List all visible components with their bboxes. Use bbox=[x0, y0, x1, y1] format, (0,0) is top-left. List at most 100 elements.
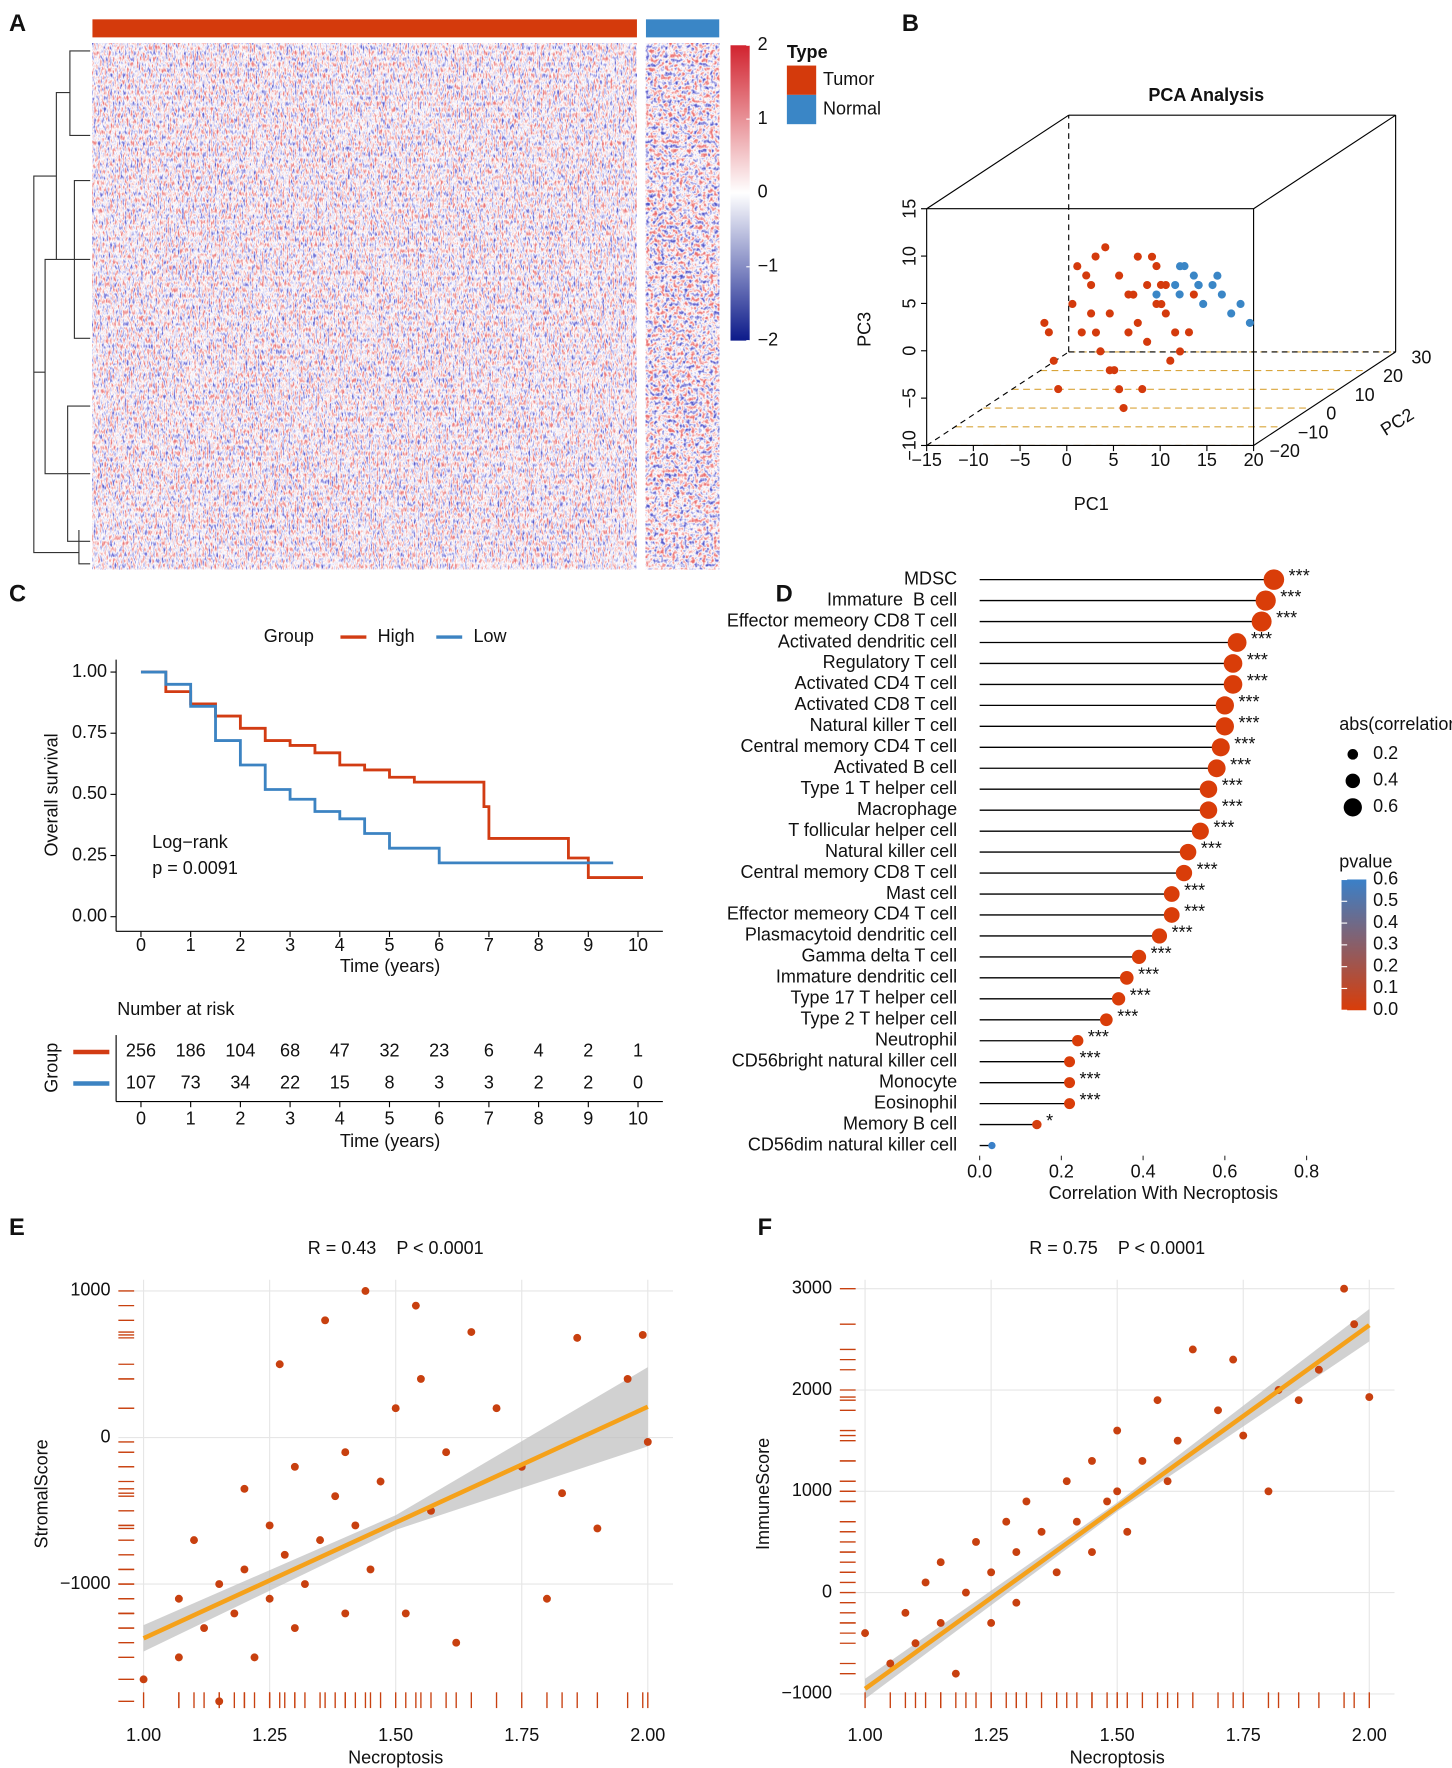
scatter-point bbox=[623, 1374, 632, 1383]
annotation-bar bbox=[92, 19, 637, 38]
pca-point bbox=[1143, 337, 1152, 346]
significance-label: *** bbox=[1117, 1006, 1138, 1026]
panel-label: A bbox=[9, 11, 26, 37]
y-tick-label: 1000 bbox=[70, 1280, 110, 1300]
pc2-tick-label: 0 bbox=[1326, 404, 1336, 424]
colorbar-tick-label: 0 bbox=[758, 182, 768, 202]
scatter-point bbox=[361, 1287, 370, 1295]
x-tick-label: 2 bbox=[235, 935, 245, 955]
scatter-point bbox=[1153, 1396, 1162, 1405]
category-label: Eosinophil bbox=[874, 1092, 957, 1112]
significance-label: *** bbox=[1080, 1090, 1101, 1110]
x-tick-label: 0.6 bbox=[1212, 1161, 1237, 1181]
risk-x-tick-label: 10 bbox=[628, 1108, 648, 1128]
lollipop-dot bbox=[1175, 864, 1193, 882]
scatter-point bbox=[1103, 1497, 1112, 1506]
lollipop-dot bbox=[1227, 633, 1247, 652]
y-tick-label: 0.25 bbox=[72, 844, 107, 864]
risk-count: 107 bbox=[126, 1072, 156, 1092]
category-label: Effector memeory CD8 T cell bbox=[727, 610, 957, 630]
scatter-point bbox=[280, 1550, 289, 1559]
chart-title: R = 0.75 P < 0.0001 bbox=[1029, 1238, 1205, 1258]
heatmap-body bbox=[92, 43, 720, 570]
scatter-point bbox=[961, 1588, 970, 1597]
scatter-point bbox=[200, 1624, 209, 1633]
pca-point bbox=[1194, 280, 1203, 289]
pca-point bbox=[1166, 356, 1175, 365]
pc2-tick-label: 30 bbox=[1411, 347, 1431, 367]
scatter-point bbox=[1188, 1345, 1197, 1354]
scatter-point bbox=[300, 1580, 309, 1589]
significance-label: *** bbox=[1234, 734, 1255, 754]
scatter-point bbox=[1264, 1487, 1273, 1496]
significance-label: *** bbox=[1276, 608, 1297, 628]
scatter-point bbox=[1012, 1548, 1021, 1557]
scatter-point bbox=[1002, 1517, 1011, 1526]
x-tick-label: 3 bbox=[285, 935, 295, 955]
pca-point bbox=[1217, 290, 1226, 299]
dendrogram-branches bbox=[33, 50, 91, 565]
lollipop-dot bbox=[1251, 611, 1272, 632]
category-label: T follicular helper cell bbox=[788, 820, 957, 840]
lollipop-dot bbox=[1263, 569, 1285, 590]
risk-count: 23 bbox=[429, 1041, 449, 1061]
legend-swatch bbox=[786, 65, 817, 95]
significance-label: *** bbox=[1197, 860, 1218, 880]
lollipop-dot bbox=[1072, 1035, 1084, 1047]
panel-label: F bbox=[758, 1215, 772, 1241]
scatter-point bbox=[240, 1565, 249, 1574]
lollipop-dot bbox=[1223, 654, 1243, 673]
pc1-tick-label: 15 bbox=[1197, 450, 1217, 470]
scatter-point bbox=[1138, 1456, 1147, 1465]
risk-y-label: Group bbox=[42, 1043, 62, 1093]
category-label: Memory B cell bbox=[843, 1113, 957, 1133]
pca-point bbox=[1189, 271, 1198, 280]
y-tick-label: 0 bbox=[100, 1426, 110, 1446]
significance-label: *** bbox=[1201, 839, 1222, 859]
risk-count: 8 bbox=[384, 1072, 394, 1092]
risk-x-tick-label: 7 bbox=[484, 1108, 494, 1128]
lollipop-dot bbox=[1163, 907, 1180, 923]
pca-point bbox=[1044, 328, 1053, 337]
scatter-point bbox=[921, 1578, 930, 1587]
box-edge bbox=[1253, 351, 1396, 446]
significance-label: *** bbox=[1080, 1069, 1101, 1089]
x-tick-label: 4 bbox=[335, 935, 345, 955]
category-label: Central memory CD4 T cell bbox=[741, 736, 958, 756]
lollipop-dot bbox=[988, 1141, 996, 1150]
color-legend-title: pvalue bbox=[1339, 851, 1392, 871]
annotation: p = 0.0091 bbox=[152, 858, 238, 878]
pca-point bbox=[1077, 328, 1086, 337]
pc1-tick-label: −5 bbox=[1010, 450, 1031, 470]
scatter-point bbox=[1088, 1456, 1096, 1465]
x-axis-label: Necroptosis bbox=[348, 1748, 443, 1768]
scatter-point bbox=[543, 1594, 551, 1603]
significance-label: *** bbox=[1222, 776, 1243, 796]
risk-count: 34 bbox=[230, 1072, 250, 1092]
scatter-point bbox=[987, 1568, 996, 1577]
y-axis-label: PC2 bbox=[1377, 404, 1417, 440]
pca-point bbox=[1157, 300, 1166, 309]
pvalue-tick-label: 0.6 bbox=[1373, 868, 1398, 888]
x-tick-label: 0.4 bbox=[1131, 1161, 1156, 1181]
panel-label: D bbox=[776, 582, 793, 608]
pc1-tick-label: −15 bbox=[911, 450, 942, 470]
scatter-point bbox=[901, 1608, 910, 1617]
category-label: Effector memeory CD4 T cell bbox=[727, 904, 957, 924]
significance-label: *** bbox=[1172, 922, 1193, 942]
confidence-band bbox=[865, 1308, 1370, 1699]
colorbar-tick-label: −2 bbox=[758, 329, 779, 349]
risk-count: 0 bbox=[633, 1072, 643, 1092]
pca-point bbox=[1175, 290, 1184, 299]
colorbar-tick-label: 1 bbox=[758, 108, 768, 128]
size-legend-label: 0.2 bbox=[1373, 743, 1398, 763]
scatter-point bbox=[366, 1565, 375, 1574]
pca-point bbox=[1189, 290, 1198, 299]
pca-point bbox=[1156, 280, 1166, 289]
heatmap-tumor bbox=[92, 43, 637, 570]
pca-point bbox=[1124, 328, 1133, 337]
legend-title: Group bbox=[264, 626, 314, 646]
pca-point bbox=[1208, 280, 1217, 290]
scatter-point bbox=[1012, 1598, 1021, 1607]
